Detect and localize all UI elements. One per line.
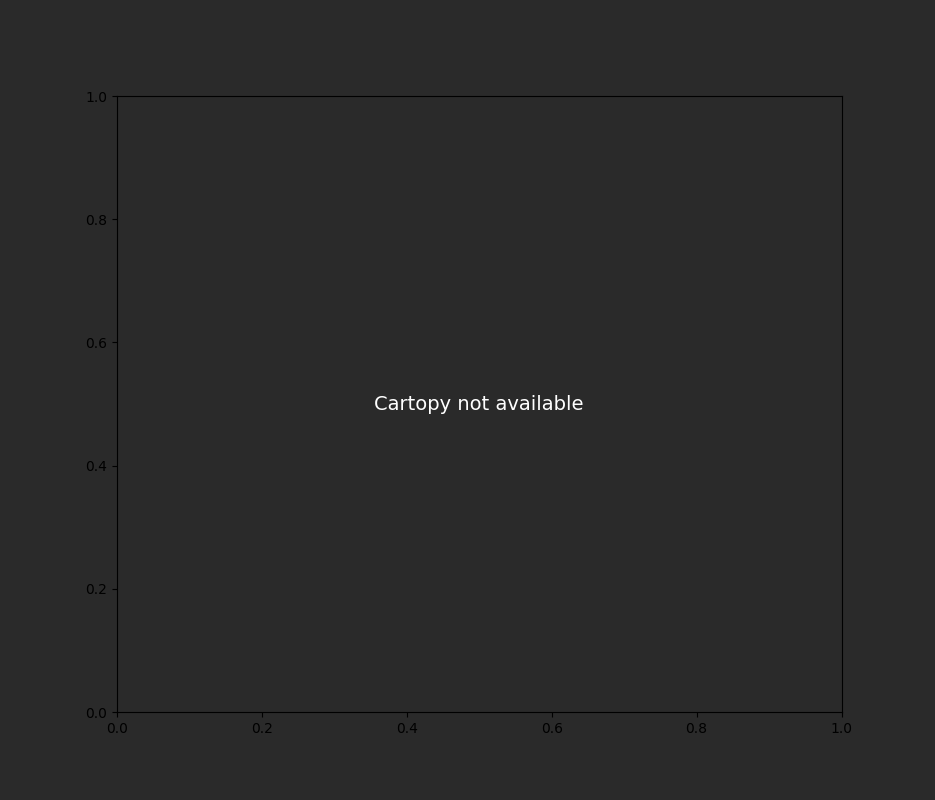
Text: Cartopy not available: Cartopy not available [374, 394, 584, 414]
